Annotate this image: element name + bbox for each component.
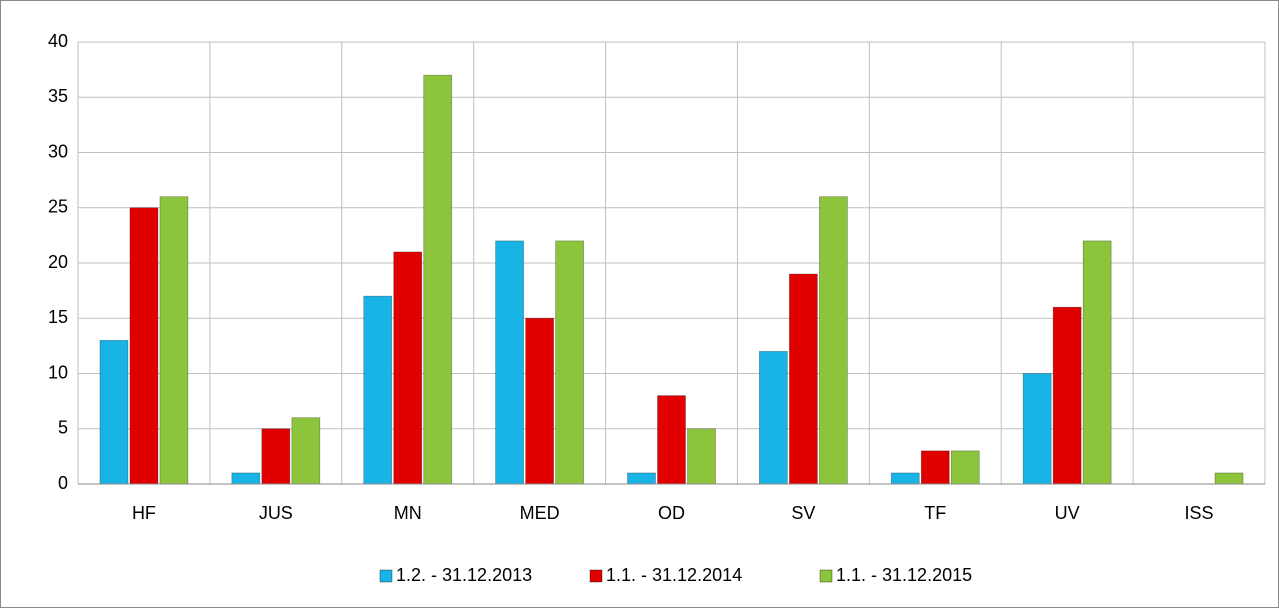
bar bbox=[261, 428, 291, 485]
x-tick-label: UV bbox=[1055, 503, 1080, 523]
bar bbox=[890, 472, 920, 485]
legend-label: 1.1. - 31.12.2015 bbox=[836, 565, 972, 585]
bar bbox=[657, 395, 686, 485]
bar bbox=[759, 351, 788, 485]
x-tick-label: JUS bbox=[259, 503, 293, 523]
bar bbox=[627, 472, 656, 485]
bar bbox=[789, 273, 818, 485]
legend-swatch bbox=[589, 569, 603, 583]
bar bbox=[687, 428, 716, 485]
bar bbox=[291, 417, 321, 485]
y-tick-label: 15 bbox=[48, 307, 68, 327]
bar bbox=[525, 317, 554, 485]
bar bbox=[393, 251, 423, 485]
y-tick-label: 5 bbox=[58, 418, 68, 438]
bar bbox=[1082, 240, 1112, 485]
bar bbox=[99, 340, 129, 485]
bar bbox=[1022, 373, 1052, 485]
y-tick-label: 20 bbox=[48, 252, 68, 272]
bar bbox=[920, 450, 950, 485]
bar bbox=[159, 196, 189, 485]
y-tick-label: 0 bbox=[58, 473, 68, 493]
x-tick-label: ISS bbox=[1185, 503, 1214, 523]
x-tick-label: TF bbox=[924, 503, 946, 523]
legend-swatch bbox=[819, 569, 833, 583]
bar bbox=[950, 450, 980, 485]
x-tick-label: SV bbox=[791, 503, 815, 523]
y-tick-label: 10 bbox=[48, 362, 68, 382]
bar bbox=[231, 472, 261, 485]
y-tick-label: 35 bbox=[48, 86, 68, 106]
bar bbox=[129, 207, 159, 485]
x-tick-label: OD bbox=[658, 503, 685, 523]
bar bbox=[495, 240, 524, 485]
bar bbox=[555, 240, 584, 485]
x-tick-label: MN bbox=[394, 503, 422, 523]
legend-label: 1.2. - 31.12.2013 bbox=[396, 565, 532, 585]
bar bbox=[423, 74, 453, 485]
y-tick-label: 30 bbox=[48, 141, 68, 161]
y-tick-label: 40 bbox=[48, 31, 68, 51]
bar bbox=[363, 295, 393, 485]
bar bbox=[1052, 306, 1082, 485]
x-tick-label: MED bbox=[520, 503, 560, 523]
legend-label: 1.1. - 31.12.2014 bbox=[606, 565, 742, 585]
legend-swatch bbox=[379, 569, 393, 583]
bar bbox=[819, 196, 848, 485]
bar bbox=[1214, 472, 1244, 485]
x-tick-label: HF bbox=[132, 503, 156, 523]
y-tick-label: 25 bbox=[48, 197, 68, 217]
